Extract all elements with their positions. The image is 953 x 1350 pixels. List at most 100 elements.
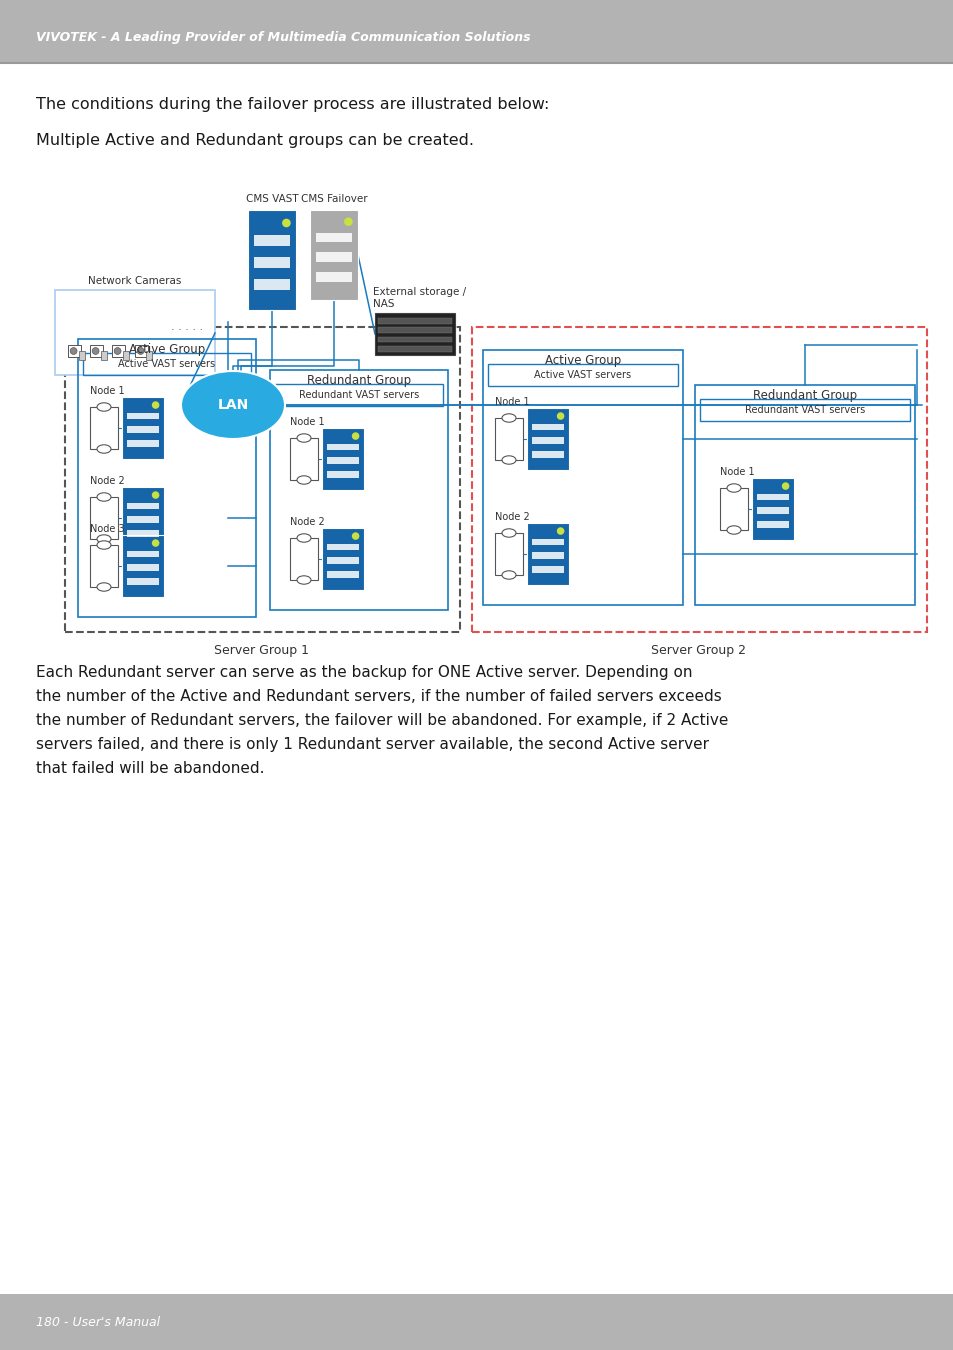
Text: the number of the Active and Redundant servers, if the number of failed servers : the number of the Active and Redundant s… [36,688,721,703]
Bar [488,364,678,386]
Bar [377,336,452,343]
Ellipse shape [181,371,285,439]
Ellipse shape [97,535,111,543]
Circle shape [92,347,99,355]
Ellipse shape [501,529,516,537]
Bar [757,508,788,514]
Text: servers failed, and there is only 1 Redundant server available, the second Activ: servers failed, and there is only 1 Redu… [36,737,708,752]
Bar [472,327,926,632]
Bar [377,327,452,333]
Ellipse shape [97,583,111,591]
Text: Multiple Active and Redundant groups can be created.: Multiple Active and Redundant groups can… [36,134,474,148]
Text: Node 1: Node 1 [720,467,754,477]
Bar [532,451,563,458]
Ellipse shape [296,576,311,585]
Bar [526,522,568,585]
Bar [79,351,85,360]
Bar [327,544,358,551]
Bar [135,346,148,356]
Bar [315,232,352,243]
Text: that failed will be abandoned.: that failed will be abandoned. [36,761,264,776]
Ellipse shape [501,414,516,423]
Text: . . . . .: . . . . . [171,323,203,332]
Ellipse shape [296,533,311,543]
Bar [0,1295,953,1350]
Bar [127,440,158,447]
Bar [274,383,442,406]
Bar [127,413,158,420]
Bar [101,351,107,360]
Ellipse shape [296,475,311,485]
Text: Redundant VAST servers: Redundant VAST servers [744,405,864,414]
Bar [90,497,118,539]
Bar [122,397,164,459]
Bar [90,406,118,450]
Bar [327,458,358,464]
Bar [55,290,214,375]
Text: CMS VAST: CMS VAST [246,194,298,204]
Text: Node 2: Node 2 [290,517,324,526]
Text: Active VAST servers: Active VAST servers [118,359,215,369]
Circle shape [781,482,788,490]
Circle shape [71,347,77,355]
Bar [68,346,81,356]
Bar [532,539,563,545]
Circle shape [557,528,564,535]
Bar [375,313,455,355]
Bar [78,339,255,617]
Bar [377,346,452,351]
Bar [270,370,448,610]
Text: Network Cameras: Network Cameras [89,275,181,286]
Bar [65,327,459,632]
Text: CMS Failover: CMS Failover [300,194,367,204]
Ellipse shape [97,493,111,501]
Circle shape [282,219,291,227]
Text: Node 2: Node 2 [495,512,529,522]
Bar [532,552,563,559]
Bar [327,471,358,478]
Ellipse shape [97,402,111,412]
Bar [290,437,317,481]
Bar [253,256,290,269]
Bar [327,558,358,564]
Bar [127,578,158,585]
Text: Active VAST servers: Active VAST servers [534,370,631,379]
Bar [700,400,909,421]
Bar [123,351,129,360]
Bar [495,418,522,460]
Text: Node 2: Node 2 [90,477,125,486]
Ellipse shape [296,433,311,443]
Ellipse shape [97,541,111,549]
Circle shape [152,539,159,547]
Bar [751,478,793,540]
Bar [146,351,152,360]
Circle shape [152,401,159,409]
Text: Node 3: Node 3 [90,524,125,535]
Circle shape [352,432,359,440]
Bar [322,528,364,590]
Text: External storage /
NAS: External storage / NAS [373,288,466,309]
Bar [315,252,352,262]
Ellipse shape [97,444,111,454]
Text: LAN: LAN [217,398,249,412]
Text: Server Group 1: Server Group 1 [214,644,309,657]
Bar [122,535,164,597]
Ellipse shape [726,525,740,535]
Bar [315,273,352,282]
Bar [127,529,158,536]
Bar [532,566,563,572]
Bar [83,352,251,375]
Text: Each Redundant server can serve as the backup for ONE Active server. Depending o: Each Redundant server can serve as the b… [36,666,692,680]
Ellipse shape [501,571,516,579]
Bar [720,487,747,531]
Circle shape [152,491,159,500]
Bar [532,424,563,431]
Bar [377,319,452,324]
Text: 180 - User's Manual: 180 - User's Manual [36,1315,160,1328]
Bar [127,516,158,522]
Text: the number of Redundant servers, the failover will be abandoned. For example, if: the number of Redundant servers, the fai… [36,713,727,728]
Bar [327,571,358,578]
Ellipse shape [726,483,740,493]
Bar [248,211,295,310]
Bar [122,487,164,549]
